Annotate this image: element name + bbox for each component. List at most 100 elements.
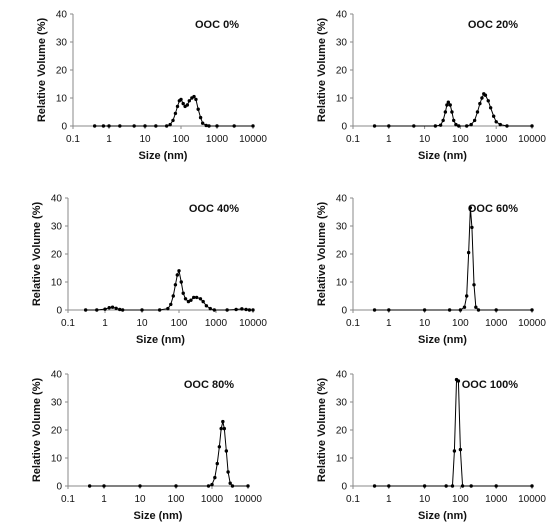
data-point [387, 124, 391, 128]
data-point [462, 305, 467, 309]
data-point [372, 484, 377, 488]
x-tick-label: 10000 [518, 318, 546, 329]
chart-panel: 0 10 20 30 40 0.1 1 10 100 1000 10000 Size (nm) Rela… [36, 10, 267, 163]
y-tick-label: 40 [336, 370, 348, 381]
data-point [215, 461, 219, 466]
x-tick-label: 100 [452, 134, 469, 145]
y-tick-label: 20 [51, 426, 63, 437]
data-point [183, 297, 188, 301]
x-tick-label: 1 [101, 494, 107, 505]
data-point [175, 104, 180, 109]
data-point [192, 94, 196, 99]
panel-title: OOC 80% [184, 379, 234, 391]
data-point [221, 419, 225, 424]
x-tick-label: 0.1 [61, 494, 75, 505]
x-tick-label: 10 [419, 134, 431, 145]
x-tick-label: 1000 [485, 134, 508, 145]
data-point [103, 307, 107, 311]
y-tick-label: 40 [51, 194, 63, 205]
y-tick-label: 0 [341, 482, 347, 493]
data-point [452, 118, 456, 123]
x-tick-label: 10000 [239, 134, 267, 145]
data-point [174, 484, 178, 488]
data-point [102, 484, 106, 488]
y-tick-label: 20 [336, 66, 348, 77]
data-point [173, 111, 178, 116]
x-tick-label: 10000 [518, 134, 546, 145]
chart-panel: 0 10 20 30 40 0.1 1 10 100 1000 10000 Size (nm) Rela… [316, 370, 546, 523]
data-point [422, 308, 427, 312]
data-point [498, 122, 502, 127]
y-tick-label: 0 [341, 122, 347, 133]
data-point [530, 308, 534, 312]
x-axis-title: Size (nm) [136, 334, 185, 346]
x-tick-label: 1 [386, 318, 392, 329]
data-point [247, 308, 252, 312]
x-tick-label: 1000 [201, 494, 224, 505]
data-point [177, 269, 181, 273]
panel-title: OOC 0% [195, 19, 239, 31]
data-point [469, 122, 473, 127]
data-point [472, 118, 477, 123]
data-point [224, 449, 229, 453]
y-tick-label: 0 [56, 306, 62, 317]
y-tick-label: 30 [336, 398, 348, 409]
data-point [458, 447, 463, 452]
data-point [450, 484, 455, 488]
x-tick-label: 10 [136, 318, 148, 329]
data-point [452, 449, 457, 453]
x-tick-label: 0.1 [61, 318, 75, 329]
y-tick-label: 40 [336, 194, 348, 205]
x-tick-label: 100 [452, 318, 469, 329]
chart-panel: 0 10 20 30 40 0.1 1 10 100 1000 10000 Size (nm) Rela… [316, 10, 546, 163]
data-point [157, 308, 162, 312]
data-point [196, 107, 200, 111]
data-point [189, 298, 193, 302]
data-point [169, 302, 173, 307]
panel-title: OOC 100% [462, 379, 518, 391]
data-point [234, 307, 238, 312]
x-axis-title: Size (nm) [418, 510, 467, 522]
data-point [118, 124, 122, 128]
data-point [200, 121, 205, 125]
data-point [445, 103, 449, 107]
data-point [192, 295, 196, 300]
data-point [483, 93, 488, 97]
data-point [458, 308, 463, 312]
data-point [486, 99, 490, 103]
y-tick-label: 40 [336, 10, 348, 21]
data-point [175, 273, 180, 277]
data-point [154, 124, 158, 128]
x-tick-label: 1000 [485, 318, 508, 329]
data-point [181, 101, 185, 106]
data-point [164, 124, 169, 128]
y-tick-label: 40 [56, 10, 68, 21]
data-point [225, 308, 229, 312]
series-line [89, 421, 248, 487]
data-point [226, 470, 230, 474]
data-point [456, 379, 461, 383]
y-tick-label: 20 [51, 250, 63, 261]
data-point [83, 308, 88, 312]
series-line [85, 269, 253, 311]
data-point [215, 124, 219, 128]
data-point [198, 297, 203, 301]
data-point [232, 124, 236, 128]
data-point [494, 484, 498, 488]
data-point [210, 482, 214, 487]
x-tick-label: 100 [168, 494, 185, 505]
data-point [476, 308, 481, 312]
chart-panel: 0 10 20 30 40 0.1 1 10 100 1000 10000 Size (nm) Rela… [31, 194, 267, 347]
data-point [179, 97, 183, 102]
data-point [494, 120, 498, 124]
data-point [101, 124, 106, 128]
data-point [181, 291, 185, 295]
data-point [204, 304, 209, 308]
y-axis-title: Relative Volume (%) [316, 18, 328, 123]
x-tick-label: 1000 [485, 494, 508, 505]
data-point [186, 299, 191, 304]
x-tick-label: 10 [419, 318, 431, 329]
x-axis-title: Size (nm) [134, 510, 183, 522]
x-tick-label: 100 [452, 494, 469, 505]
y-tick-label: 30 [51, 398, 63, 409]
